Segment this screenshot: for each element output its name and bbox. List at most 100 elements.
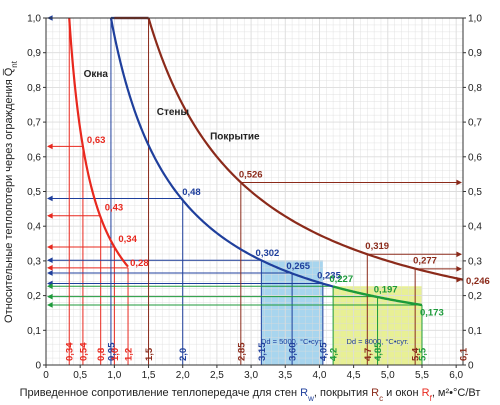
y-tick-label-right: 0,6 [468,152,482,163]
x-marker-label: 3,60 [288,343,299,362]
value-label: 0,63 [87,135,106,146]
x-tick-label: 5,5 [415,370,429,381]
x-tick-label: 3,0 [244,370,258,381]
x-marker-label: 5,5 [417,347,428,361]
x-axis-label-part: , м²•°С/Вт [432,387,481,399]
x-tick-label: 0,5 [73,370,87,381]
arrow-head [47,212,53,219]
y-axis-label-sub: nt [10,60,19,67]
arrow-head [456,179,462,186]
value-label: 0,227 [329,274,353,285]
x-marker-label: 0,95 [106,342,117,361]
y-tick-label-right: 0,9 [468,48,482,59]
series-label: Покрытие [210,131,260,142]
value-label: 0,302 [256,248,280,259]
labels: Dd = 5000, °С•сут. Dd = 8000, °С•сут. Окна… [65,69,490,361]
arrow-head [47,270,53,276]
arrow-head [47,143,53,150]
x-tick-label: 4,0 [312,370,326,381]
value-label: 0,235 [317,270,341,281]
guide-lines [47,15,464,365]
y-tick-label: 0,9 [27,48,41,59]
series-label: Окна [84,69,109,80]
x-marker-label: 4,05 [318,342,329,361]
x-tick-label: 1,5 [142,370,156,381]
y-tick-label-right: 0,5 [468,187,482,198]
x-axis-label-part: f [430,394,433,403]
x-axis-label-part: R [300,387,308,399]
y-tick-label-right: 0 [468,361,474,372]
x-marker-label: 4,85 [373,342,384,361]
y-tick-label-right: 0,8 [468,83,482,94]
grid [45,17,464,366]
x-tick-label: 6,0 [449,370,463,381]
x-marker-label: 5,4 [411,347,422,361]
value-label: 0,319 [365,241,389,252]
curve-green-segment [332,285,423,307]
y-tick-label: 0,4 [27,222,41,233]
value-label: 0,197 [374,284,398,295]
value-label: 0,48 [182,187,201,198]
y-tick-label-right: 0,3 [468,256,482,267]
y-tick-label-right: 0,2 [468,291,482,302]
value-label: 0,277 [413,256,437,267]
value-label: 0,246 [466,276,490,287]
arrow-head [47,265,53,271]
x-marker-label: 1,2 [124,348,135,361]
x-axis-label-part: , покрытия [314,387,371,399]
arrow-head [47,283,53,290]
arrow-head [47,244,53,250]
x-marker-label: 2,0 [178,348,189,361]
x-tick-label: 0 [43,370,49,381]
arrow-head [47,257,53,264]
arrow-head [456,266,462,272]
curve-Покрытие [147,17,464,281]
x-axis-label-part: R [422,387,430,399]
x-axis-label: Приведенное сопротивление теплопередаче … [20,387,481,403]
x-tick-label: 5,0 [381,370,395,381]
y-tick-label: 0,8 [27,83,41,94]
curves [68,16,464,307]
x-tick-label: 2,5 [210,370,224,381]
y-tick-label: 0 [35,361,41,372]
x-axis-label-part: R [371,387,379,399]
y-tick-label: 0,6 [27,152,41,163]
x-axis-label-part: w [307,394,314,403]
curve-Стены [109,17,334,288]
arrow-head [47,302,53,308]
y-tick-label: 0,3 [27,256,41,267]
x-tick-label: 1,0 [107,370,121,381]
value-label: 0,28 [130,258,149,269]
value-label: 0,526 [239,169,263,180]
region-label: Dd = 8000, °С•сут. [346,337,408,346]
value-label: 0,173 [420,307,444,318]
curve-Окна [68,17,129,268]
arrow-head [47,195,53,202]
y-tick-label: 1,0 [27,14,41,25]
y-axis-label-main: Относительные теплопотери через огражден… [3,67,15,323]
x-marker-label: 0,8 [96,348,107,361]
value-label: 0,265 [286,261,310,272]
y-tick-label: 0,2 [27,291,41,302]
arrow-head [456,251,462,258]
y-tick-label: 0,7 [27,118,41,129]
x-marker-label: 4,2 [329,348,340,361]
x-marker-label: 4,7 [363,348,374,361]
y-tick-label-right: 0,4 [468,222,482,233]
region-label: Dd = 5000, °С•сут. [261,337,323,346]
x-marker-label: 6,1 [459,347,470,361]
arrow-head [47,293,53,300]
axes: 0 0,5 1,0 1,5 2,0 2,5 3,0 3,5 4,0 4,5 5,0 5,5 6,00 00… [27,14,482,382]
y-tick-label: 0,1 [27,326,41,337]
x-marker-label: 1,0 [110,348,121,361]
y-tick-label-right: 1,0 [468,14,482,25]
series-label: Стены [157,107,189,118]
value-label: 0,43 [105,203,124,214]
x-tick-label: 3,5 [278,370,292,381]
x-tick-label: 2,0 [176,370,190,381]
x-marker-label: 2,85 [236,342,247,361]
x-marker-label: 0,54 [78,342,89,361]
y-tick-label: 0,5 [27,187,41,198]
x-tick-label: 4,5 [347,370,361,381]
